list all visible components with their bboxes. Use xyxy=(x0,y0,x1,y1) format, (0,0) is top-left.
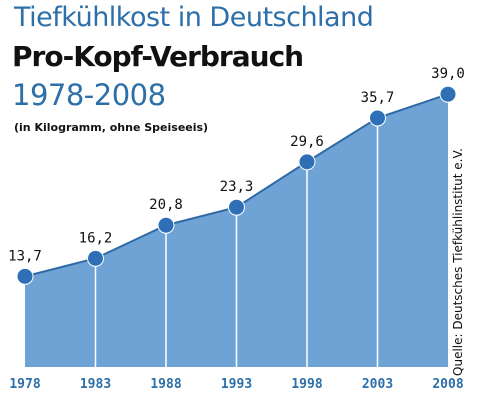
data-point xyxy=(157,216,175,234)
x-tick-label: 1988 xyxy=(150,377,181,392)
value-labels: 13,7 16,2 20,8 23,3 29,6 35,7 39,0 xyxy=(8,66,465,264)
data-point xyxy=(298,153,316,171)
marker-layer xyxy=(16,85,457,285)
source-note: Quelle: Deutsches Tiefkühlinstitut e.V. xyxy=(451,148,465,376)
data-point xyxy=(369,109,386,127)
data-label: 16,2 xyxy=(79,230,113,246)
x-tick-label: 1978 xyxy=(9,377,40,392)
data-point xyxy=(439,85,457,103)
data-label: 29,6 xyxy=(290,134,324,150)
data-point xyxy=(16,267,34,285)
data-label: 13,7 xyxy=(8,248,42,264)
x-tick-label: 2003 xyxy=(362,377,393,392)
data-label: 39,0 xyxy=(431,66,465,82)
chart-period: 1978-2008 xyxy=(12,78,166,112)
data-point xyxy=(228,198,245,216)
data-label: 35,7 xyxy=(361,90,395,106)
data-label: 20,8 xyxy=(149,197,183,213)
x-tick-label: 1983 xyxy=(80,377,111,392)
data-point xyxy=(87,249,104,267)
x-axis-ticks: 1978 1983 1988 1993 1998 2003 2008 xyxy=(9,377,463,392)
unit-note: (in Kilogramm, ohne Speiseeis) xyxy=(14,121,209,134)
x-tick-label: 2008 xyxy=(432,377,463,392)
x-tick-label: 1993 xyxy=(221,377,252,392)
x-tick-label: 1998 xyxy=(291,377,322,392)
chart-title: Tiefkühlkost in Deutschland xyxy=(14,2,374,33)
drop-lines xyxy=(94,117,379,367)
data-label: 23,3 xyxy=(220,179,254,195)
chart-subtitle: Pro-Kopf-Verbrauch xyxy=(12,40,304,73)
